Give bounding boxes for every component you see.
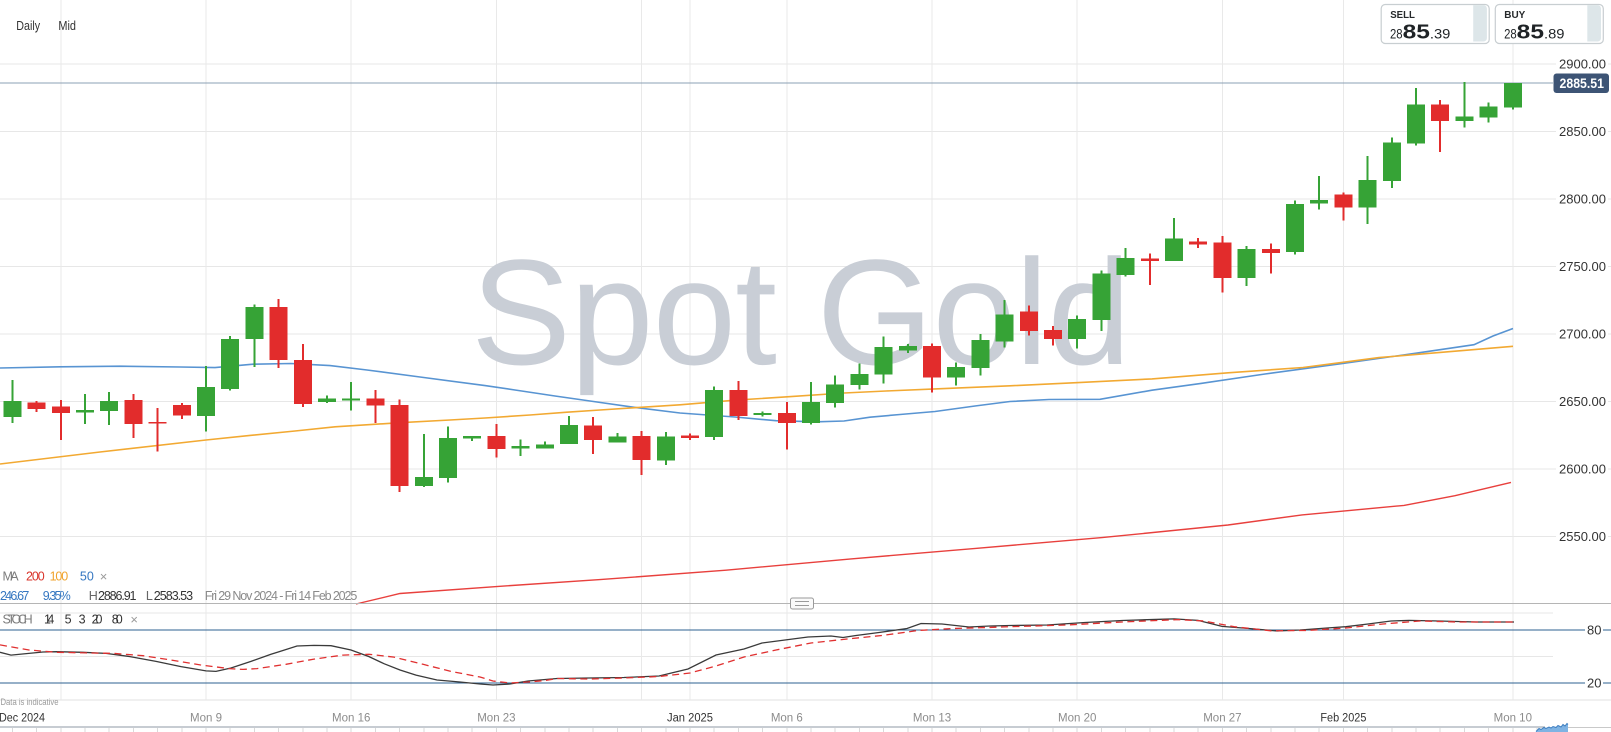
svg-text:2550.00: 2550.00 [1559,529,1606,544]
svg-text:Data is indicative: Data is indicative [1,697,59,708]
svg-text:200: 200 [26,570,45,584]
svg-text:Daily: Daily [16,19,40,33]
svg-text:2886.91: 2886.91 [98,589,137,603]
svg-text:2600.00: 2600.00 [1559,461,1606,476]
svg-text:Mon 6: Mon 6 [771,713,803,725]
svg-text:×: × [130,612,138,627]
svg-text:85: 85 [1517,21,1544,44]
svg-text:50: 50 [80,570,94,584]
svg-text:80: 80 [112,613,123,627]
svg-text:L: L [146,589,153,603]
svg-text:2885.51: 2885.51 [1560,76,1605,91]
svg-text:H: H [89,589,98,603]
svg-text:20: 20 [1587,676,1601,691]
svg-text:Mon 20: Mon 20 [1058,713,1096,725]
svg-text:5: 5 [65,613,72,627]
svg-text:×: × [100,569,108,584]
svg-text:Mon 23: Mon 23 [477,713,515,725]
svg-text:246.67: 246.67 [0,589,29,603]
svg-text:STOCH: STOCH [3,613,33,627]
svg-text:Mon 13: Mon 13 [913,713,951,725]
svg-text:Mid: Mid [58,19,76,33]
svg-text:2583.53: 2583.53 [154,589,193,603]
svg-text:2800.00: 2800.00 [1559,191,1606,206]
svg-text:2900.00: 2900.00 [1559,56,1606,71]
svg-text:9.35%: 9.35% [43,589,71,603]
svg-text:85: 85 [1403,21,1430,44]
svg-text:Mon 16: Mon 16 [332,713,370,725]
svg-text:Dec 2024: Dec 2024 [0,713,46,725]
svg-text:28: 28 [1504,27,1517,42]
svg-text:2650.00: 2650.00 [1559,394,1606,409]
svg-text:SELL: SELL [1390,9,1415,21]
svg-text:.89: .89 [1544,27,1565,42]
svg-text:80: 80 [1587,623,1601,638]
svg-text:28: 28 [1390,27,1403,42]
svg-text:Fri 29 Nov 2024 - Fri 14 Feb 2: Fri 29 Nov 2024 - Fri 14 Feb 2025 [205,589,358,603]
svg-text:2750.00: 2750.00 [1559,259,1606,274]
svg-text:3: 3 [79,613,86,627]
svg-text:MA: MA [3,570,20,584]
svg-text:Feb 2025: Feb 2025 [1320,713,1366,725]
svg-text:Mon 27: Mon 27 [1203,713,1241,725]
svg-text:100: 100 [50,570,69,584]
svg-text:Jan 2025: Jan 2025 [667,713,713,725]
svg-text:.39: .39 [1430,27,1451,42]
svg-text:2850.00: 2850.00 [1559,124,1606,139]
svg-text:14: 14 [44,613,54,627]
svg-text:20: 20 [92,613,103,627]
svg-text:Mon 9: Mon 9 [190,713,222,725]
svg-text:BUY: BUY [1504,9,1525,21]
svg-text:Mon 10: Mon 10 [1494,713,1532,725]
svg-text:2700.00: 2700.00 [1559,326,1606,341]
